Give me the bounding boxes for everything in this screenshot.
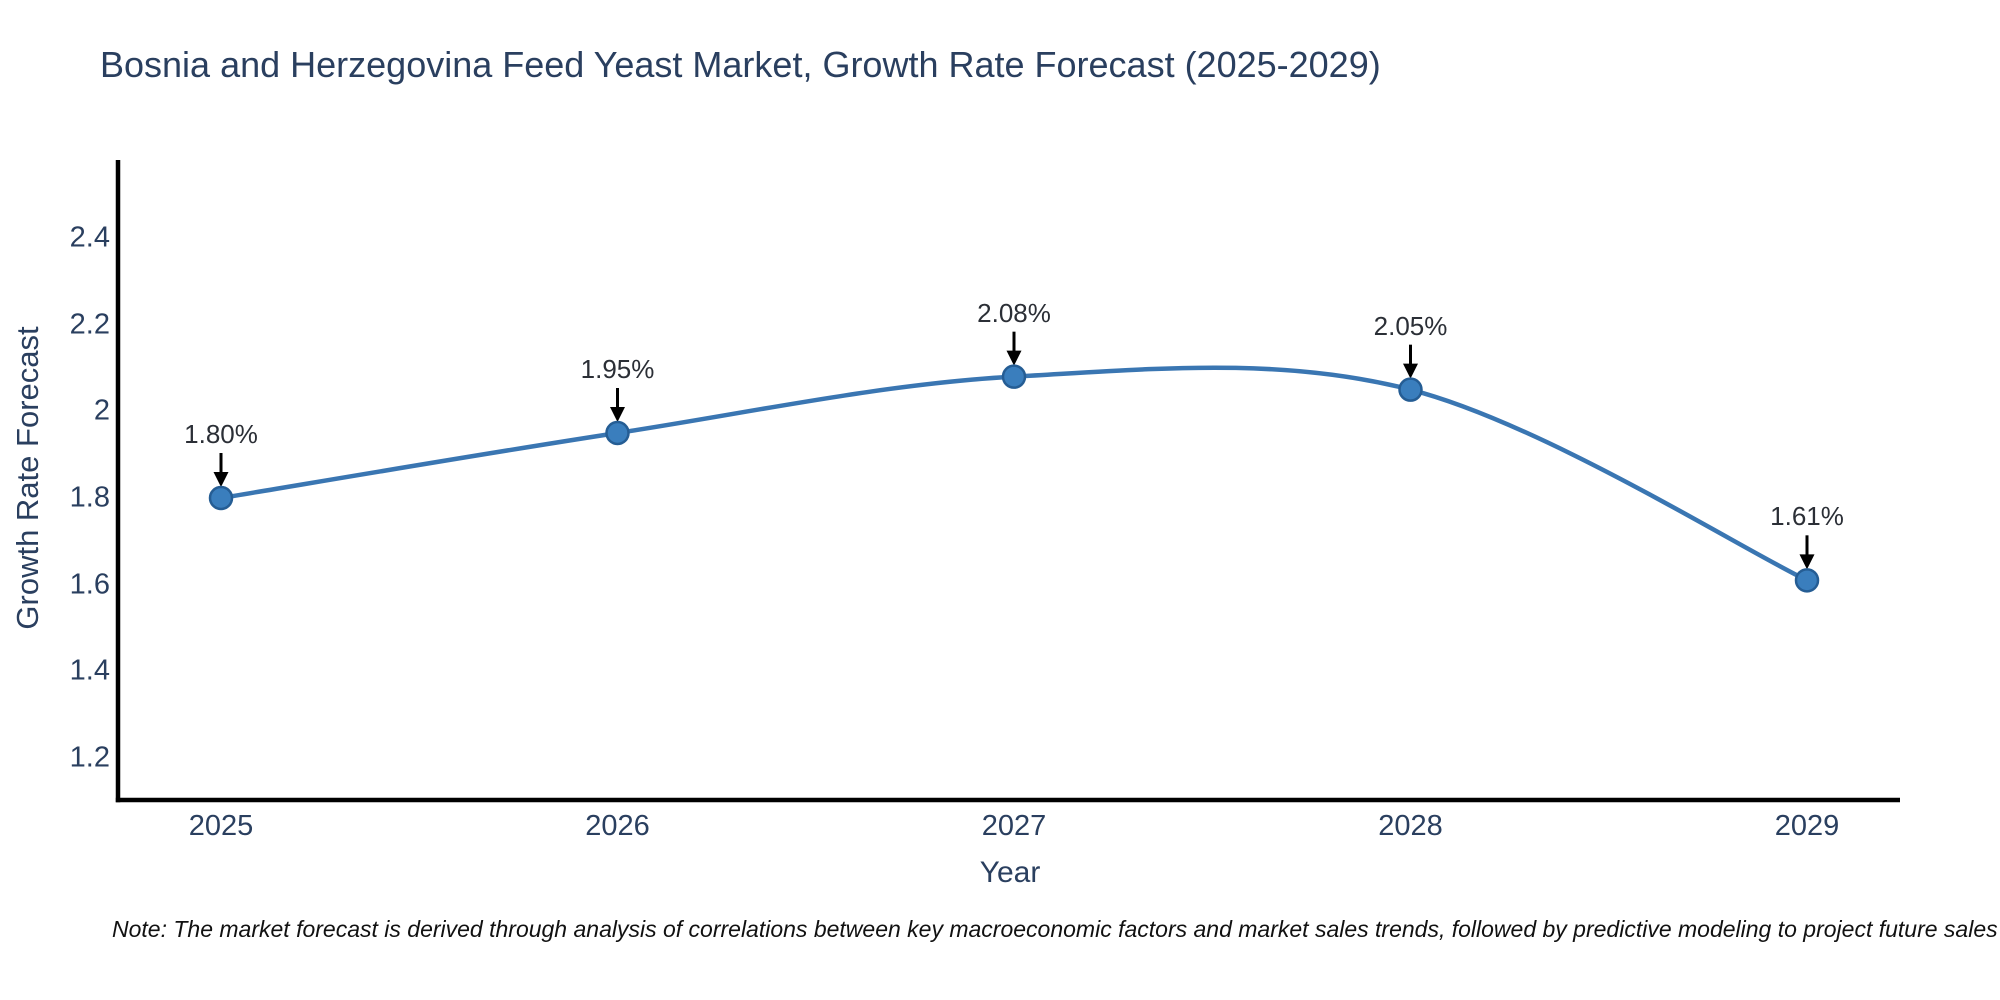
growth-rate-line <box>220 365 1808 583</box>
data-point-marker[interactable] <box>208 485 234 511</box>
y-tick-label: 2.4 <box>69 221 110 254</box>
y-tick-label: 2.2 <box>69 308 110 341</box>
x-tick-label: 2029 <box>1774 810 1840 842</box>
y-tick-label: 1.4 <box>69 654 110 687</box>
y-tick-label: 2 <box>93 394 110 427</box>
x-axis-title: Year <box>979 856 1041 889</box>
data-point-label: 1.95% <box>580 353 655 384</box>
annotation-arrow-head <box>1403 363 1418 379</box>
y-tick-label: 1.6 <box>69 568 110 601</box>
data-point-marker[interactable] <box>1794 568 1820 593</box>
annotation-arrow-head <box>213 471 229 487</box>
x-tick-label: 2025 <box>188 810 254 842</box>
annotation-arrow-head <box>610 406 625 422</box>
y-tick-label: 1.2 <box>69 741 110 774</box>
annotation-arrow-head <box>1799 554 1815 570</box>
x-tick-label: 2026 <box>585 810 650 842</box>
x-tick-label: 2027 <box>981 810 1047 842</box>
data-point-label: 2.05% <box>1373 310 1448 341</box>
annotation-arrow-head <box>1006 350 1022 366</box>
data-point-marker[interactable] <box>1398 377 1423 402</box>
y-tick-label: 1.8 <box>69 481 110 514</box>
x-tick-label: 2028 <box>1378 810 1443 842</box>
data-point-marker[interactable] <box>605 420 630 446</box>
footnote: Note: The market forecast is derived thr… <box>112 916 1998 942</box>
data-point-marker[interactable] <box>1001 364 1027 389</box>
chart-title: Bosnia and Herzegovina Feed Yeast Market… <box>100 44 1381 85</box>
data-point-label: 1.61% <box>1770 501 1844 532</box>
data-point-label: 1.80% <box>184 418 258 449</box>
data-point-label: 2.08% <box>977 297 1051 328</box>
